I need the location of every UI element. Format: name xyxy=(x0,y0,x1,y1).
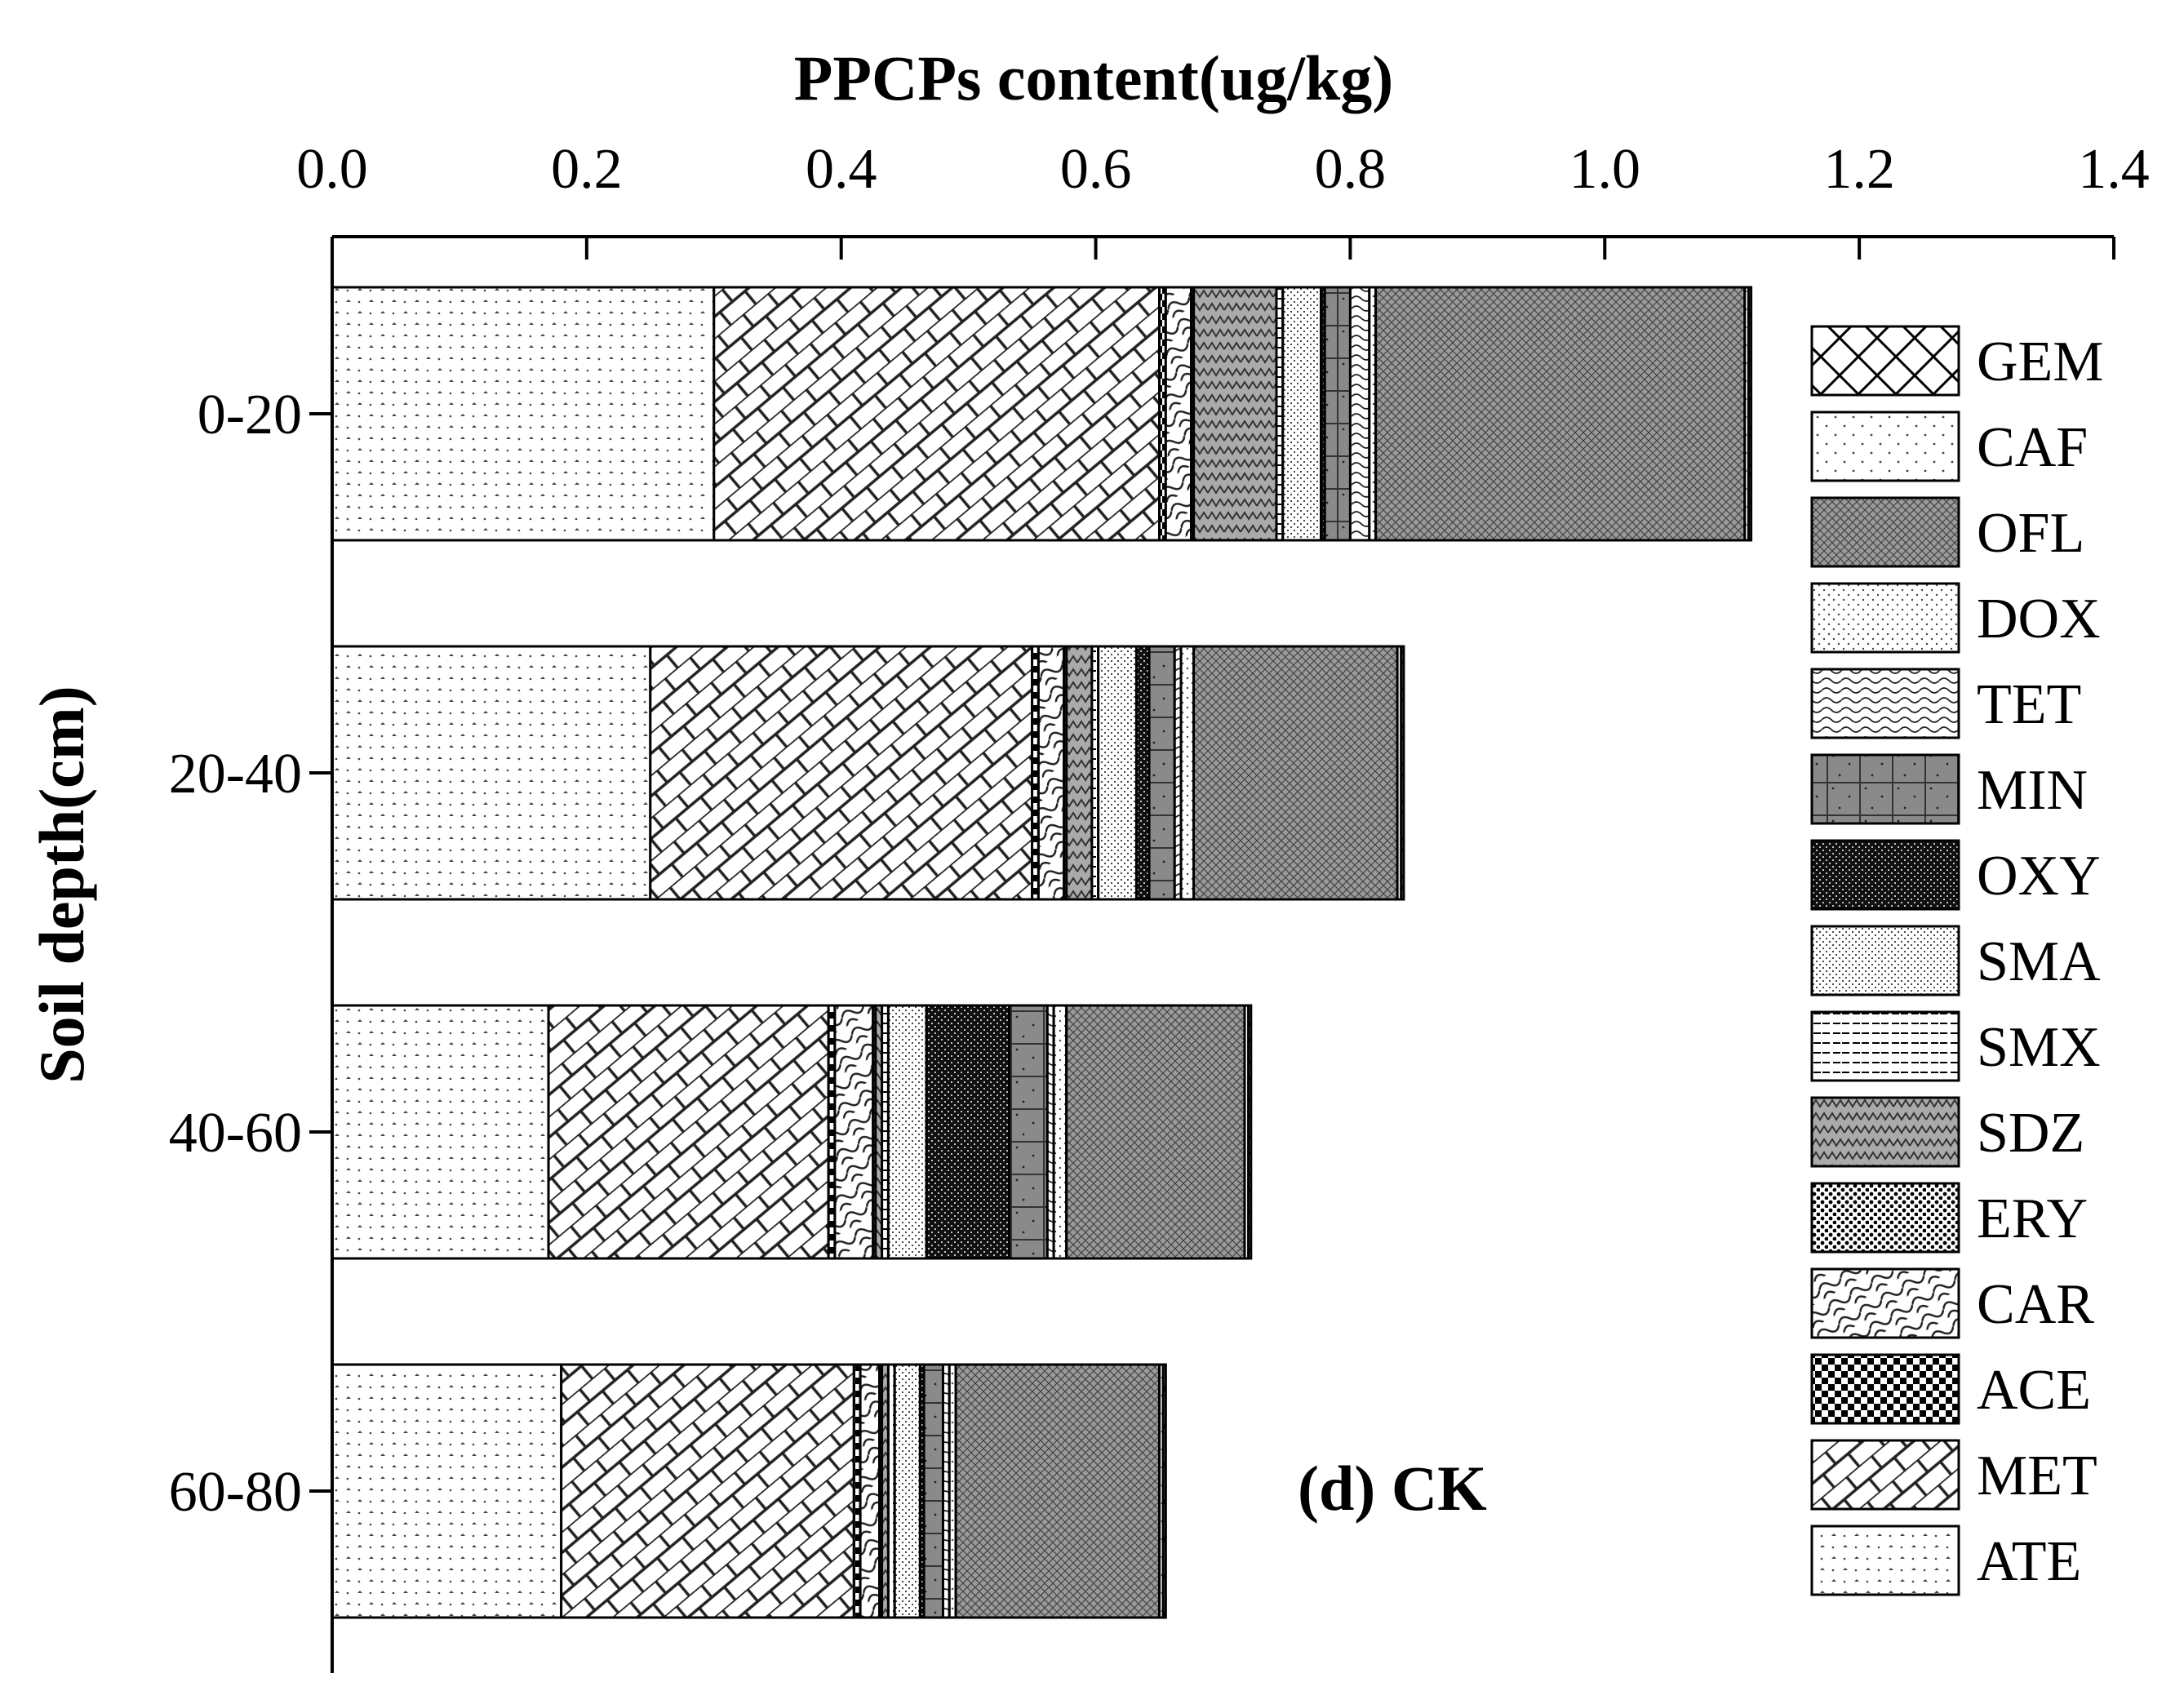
bar-min-0-20 xyxy=(1323,286,1352,542)
legend-swatch-sdz xyxy=(1810,1096,1960,1168)
bar-min-40-60 xyxy=(1008,1004,1049,1260)
bar-sma-40-60 xyxy=(886,1004,928,1260)
bar-car-20-40 xyxy=(1037,645,1066,901)
x-tick-label: 0.6 xyxy=(1060,138,1132,201)
x-tick-label: 0.0 xyxy=(296,138,368,201)
bar-oxy-40-60 xyxy=(925,1004,1011,1260)
bar-gem-60-80 xyxy=(1161,1363,1167,1619)
legend-swatch-tet xyxy=(1810,668,1960,739)
legend-swatch-ofl xyxy=(1810,496,1960,568)
legend-swatch-smx xyxy=(1810,1010,1960,1082)
legend-label-caf: CAF xyxy=(1977,416,2088,479)
bar-sma-0-20 xyxy=(1281,286,1323,542)
bar-min-20-40 xyxy=(1147,645,1176,901)
legend-label-tet: TET xyxy=(1977,673,2081,736)
x-tick-label: 1.4 xyxy=(2078,138,2150,201)
legend-swatch-oxy xyxy=(1810,839,1960,911)
y-axis-label: Soil depth(cm) xyxy=(26,686,97,1084)
x-tick-label: 1.2 xyxy=(1823,138,1895,201)
legend-label-ace: ACE xyxy=(1977,1359,2091,1422)
bar-sma-60-80 xyxy=(893,1363,921,1619)
legend-label-oxy: OXY xyxy=(1977,845,2101,908)
legend-label-met: MET xyxy=(1977,1445,2097,1507)
bar-ofl-0-20 xyxy=(1374,286,1747,542)
bar-met-20-40 xyxy=(649,645,1034,901)
legend-swatch-caf xyxy=(1810,411,1960,482)
legend-swatch-car xyxy=(1810,1267,1960,1339)
legend-label-smx: SMX xyxy=(1977,1016,2101,1079)
legend-label-dox: DOX xyxy=(1977,588,2101,650)
bar-dox-20-40 xyxy=(1179,645,1196,901)
bar-dox-40-60 xyxy=(1052,1004,1068,1260)
bar-ofl-40-60 xyxy=(1065,1004,1246,1260)
x-tick-label: 0.2 xyxy=(551,138,623,201)
legend-swatch-ery xyxy=(1810,1182,1960,1254)
bar-ate-60-80 xyxy=(331,1363,563,1619)
bar-ate-0-20 xyxy=(331,286,716,542)
x-axis-ticks: 0.0 0.2 0.4 0.6 0.8 1.0 1.2 1.4 xyxy=(296,138,2150,260)
bar-oxy-20-40 xyxy=(1134,645,1151,901)
legend-label-ate: ATE xyxy=(1977,1530,2081,1593)
y-axis-categories: 0-20 20-40 40-60 60-80 xyxy=(169,384,332,1524)
bar-ate-20-40 xyxy=(331,645,652,901)
legend-swatch-min xyxy=(1810,753,1960,825)
category-label: 60-80 xyxy=(169,1461,302,1524)
bar-car-60-80 xyxy=(859,1363,881,1619)
legend-label-min: MIN xyxy=(1977,759,2088,822)
bar-car-40-60 xyxy=(833,1004,875,1260)
category-label: 20-40 xyxy=(169,743,302,806)
legend-label-car: CAR xyxy=(1977,1273,2094,1336)
bar-tet-0-20 xyxy=(1348,286,1371,542)
bar-sma-20-40 xyxy=(1097,645,1138,901)
bar-ofl-20-40 xyxy=(1192,645,1399,901)
bar-ofl-60-80 xyxy=(954,1363,1161,1619)
legend-label-gem: GEM xyxy=(1977,331,2104,393)
legend-swatch-met xyxy=(1810,1439,1960,1511)
bar-gem-20-40 xyxy=(1400,645,1405,901)
bar-met-40-60 xyxy=(547,1004,830,1260)
legend-swatch-ate xyxy=(1810,1525,1960,1596)
chart-title: PPCPs content(ug/kg) xyxy=(794,42,1393,113)
x-tick-label: 0.4 xyxy=(806,138,877,201)
x-tick-label: 1.0 xyxy=(1569,138,1641,201)
legend-swatch-dox xyxy=(1810,582,1960,654)
bar-ate-40-60 xyxy=(331,1004,550,1260)
category-label: 0-20 xyxy=(198,384,302,446)
bar-met-60-80 xyxy=(560,1363,855,1619)
legend-swatch-ace xyxy=(1810,1353,1960,1425)
legend: GEM CAF OFL DOX TET MIN OXY SMA SMX SDZ ERY CAR ACE M… xyxy=(1810,325,2104,1596)
bar-sdz-0-20 xyxy=(1192,286,1278,542)
x-tick-label: 0.8 xyxy=(1315,138,1387,201)
bars xyxy=(331,286,1753,1619)
legend-label-ofl: OFL xyxy=(1977,502,2084,565)
legend-label-sma: SMA xyxy=(1977,930,2101,993)
legend-swatch-sma xyxy=(1810,925,1960,996)
bar-min-60-80 xyxy=(922,1363,944,1619)
legend-swatch-gem xyxy=(1810,325,1960,397)
legend-label-sdz: SDZ xyxy=(1977,1102,2084,1165)
panel-annotation: (d) CK xyxy=(1298,1453,1487,1524)
bar-met-0-20 xyxy=(712,286,1161,542)
bar-sdz-20-40 xyxy=(1065,645,1094,901)
category-label: 40-60 xyxy=(169,1102,302,1165)
bar-car-0-20 xyxy=(1164,286,1193,542)
bar-gem-40-60 xyxy=(1247,1004,1253,1260)
bar-gem-0-20 xyxy=(1747,286,1753,542)
legend-label-ery: ERY xyxy=(1977,1187,2088,1250)
